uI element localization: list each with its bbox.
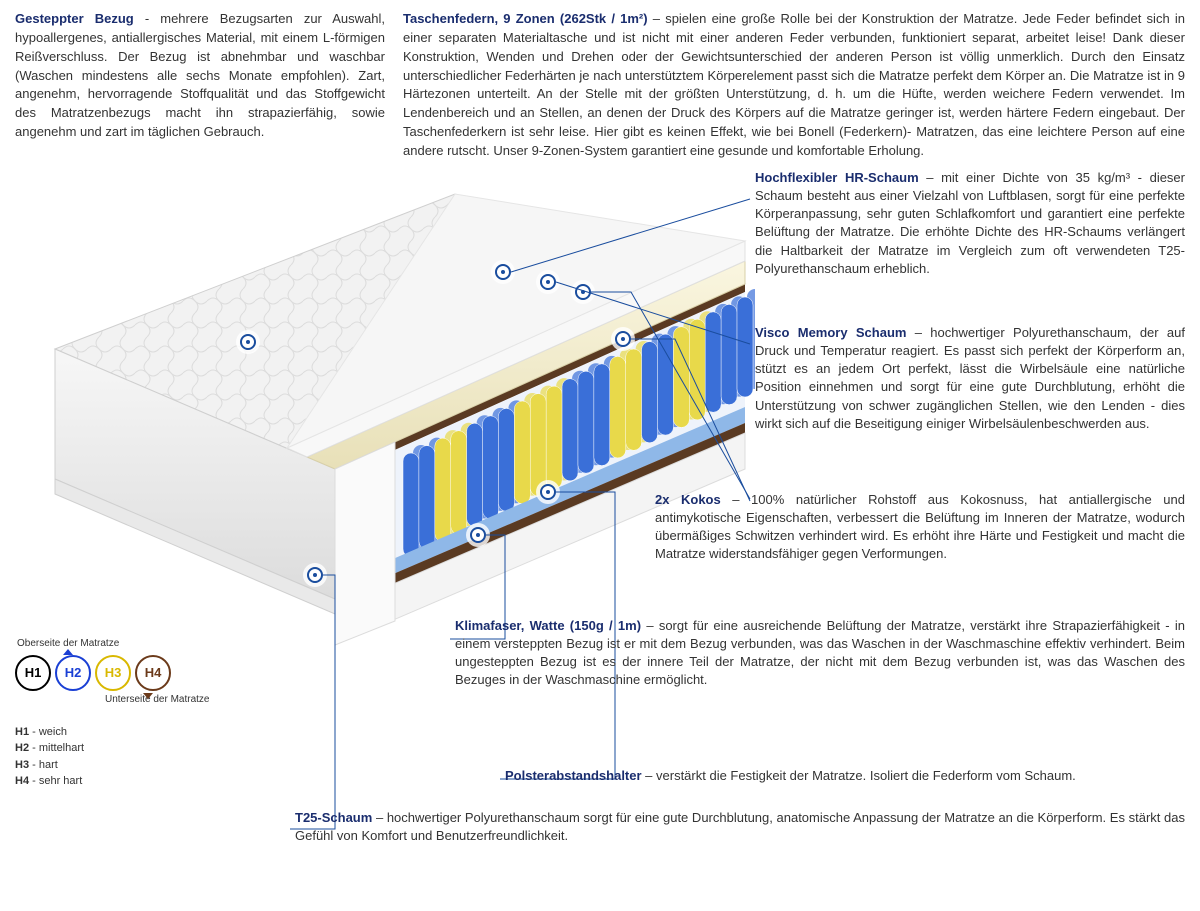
arrow-down-icon [143, 693, 153, 699]
hr-body: mit einer Dichte von 35 kg/m³ - dieser S… [755, 170, 1185, 276]
bezug-body: mehrere Bezugsarten zur Auswahl, hypoall… [15, 11, 385, 139]
marker-kokos-icon [615, 331, 631, 347]
hardness-h1: H1 [15, 655, 51, 691]
t25-body: hochwertiger Polyurethanschaum sorgt für… [295, 810, 1185, 843]
visco-title: Visco Memory Schaum [755, 325, 906, 340]
marker-federn-icon [575, 284, 591, 300]
hr-title: Hochflexibler HR-Schaum [755, 170, 919, 185]
callout-polster: Polsterabstandshalter – verstärkt die Fe… [505, 767, 1185, 785]
legend-top-label: Oberseite der Matratze [17, 637, 255, 652]
federn-title: Taschenfedern, 9 Zonen (262Stk / 1m²) [403, 11, 648, 26]
arrow-up-icon [63, 649, 73, 655]
marker-t25-icon [307, 567, 323, 583]
top-left-desc: Gesteppter Bezug - mehrere Bezugsarten z… [15, 10, 385, 161]
klima-title: Klimafaser, Watte (150g / 1m) [455, 618, 641, 633]
bezug-title: Gesteppter Bezug [15, 11, 134, 26]
callout-t25: T25-Schaum – hochwertiger Polyurethansch… [295, 809, 1185, 845]
callout-visco: Visco Memory Schaum – hochwertiger Polyu… [755, 324, 1185, 433]
callout-klima: Klimafaser, Watte (150g / 1m) – sorgt fü… [455, 617, 1185, 690]
hardness-legend: Oberseite der Matratze H1 H2 H3 H4 Unter… [15, 637, 255, 790]
legend-list: H1 - weich H2 - mittelhart H3 - hart H4 … [15, 724, 255, 790]
federn-body: spielen eine große Rolle bei der Konstru… [403, 11, 1185, 158]
hardness-h4: H4 [135, 655, 171, 691]
sep: – [648, 11, 666, 26]
legend-bot-label: Unterseite der Matratze [105, 693, 255, 708]
marker-visco-icon [540, 274, 556, 290]
t25-title: T25-Schaum [295, 810, 372, 825]
callout-hr: Hochflexibler HR-Schaum – mit einer Dich… [755, 169, 1185, 278]
hardness-h3: H3 [95, 655, 131, 691]
hardness-h2: H2 [55, 655, 91, 691]
mattress-illustration [15, 169, 755, 649]
marker-klima-icon [470, 527, 486, 543]
marker-polster-icon [540, 484, 556, 500]
visco-body: hochwertiger Polyurethanschaum, der auf … [755, 325, 1185, 431]
top-right-desc: Taschenfedern, 9 Zonen (262Stk / 1m²) – … [403, 10, 1185, 161]
callout-kokos: 2x Kokos – 100% natürlicher Rohstoff aus… [655, 491, 1185, 564]
polster-title: Polsterabstandshalter [505, 768, 642, 783]
polster-body: verstärkt die Festigkeit der Matratze. I… [656, 768, 1076, 783]
marker-bezug-icon [240, 334, 256, 350]
marker-hr-icon [495, 264, 511, 280]
sep: - [134, 11, 161, 26]
kokos-title: 2x Kokos [655, 492, 721, 507]
